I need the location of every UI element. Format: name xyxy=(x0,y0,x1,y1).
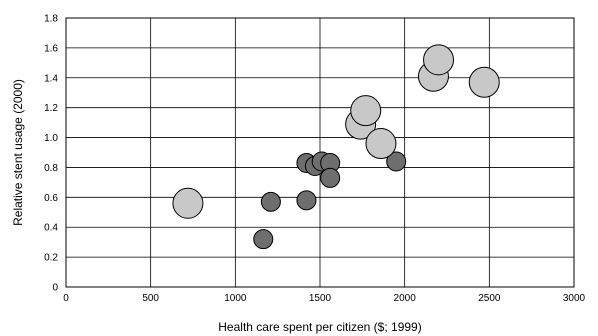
data-point xyxy=(320,167,341,188)
data-point xyxy=(365,128,397,160)
y-axis-label: Relative stent usage (2000) xyxy=(11,79,25,226)
y-tick-label: 1.4 xyxy=(44,73,58,84)
x-axis-label: Health care spent per citizen ($; 1999) xyxy=(218,320,421,334)
data-point xyxy=(260,191,281,212)
x-tick-label: 1500 xyxy=(309,293,332,304)
y-tick-label: 1.8 xyxy=(44,14,58,25)
data-point xyxy=(386,151,407,172)
y-tick-label: 0.6 xyxy=(44,193,58,204)
x-tick-label: 2000 xyxy=(394,293,417,304)
y-tick-label: 0.8 xyxy=(44,163,58,174)
plot-frame xyxy=(65,17,575,288)
x-tick-label: 2500 xyxy=(478,293,501,304)
data-point xyxy=(468,66,500,98)
y-tick-label: 0.4 xyxy=(44,223,58,234)
data-point xyxy=(423,44,455,76)
data-point xyxy=(172,187,204,219)
data-point xyxy=(253,229,274,250)
y-tick-label: 1.6 xyxy=(44,43,58,54)
x-tick-label: 0 xyxy=(63,293,69,304)
y-tick-label: 1.2 xyxy=(44,103,58,114)
data-point xyxy=(350,95,382,127)
y-tick-label: 0 xyxy=(52,283,58,294)
y-tick-label: 1.0 xyxy=(44,133,58,144)
data-points xyxy=(172,44,500,250)
data-point xyxy=(296,190,317,211)
tick-labels: 0 0.2 0.4 0.6 0.8 1.0 1.2 1.4 1.6 1.8 0 500 1000 1500… xyxy=(44,14,585,305)
x-tick-label: 1000 xyxy=(224,293,247,304)
x-tick-label: 3000 xyxy=(563,293,586,304)
x-tick-label: 500 xyxy=(142,293,159,304)
y-tick-label: 0.2 xyxy=(44,253,58,264)
